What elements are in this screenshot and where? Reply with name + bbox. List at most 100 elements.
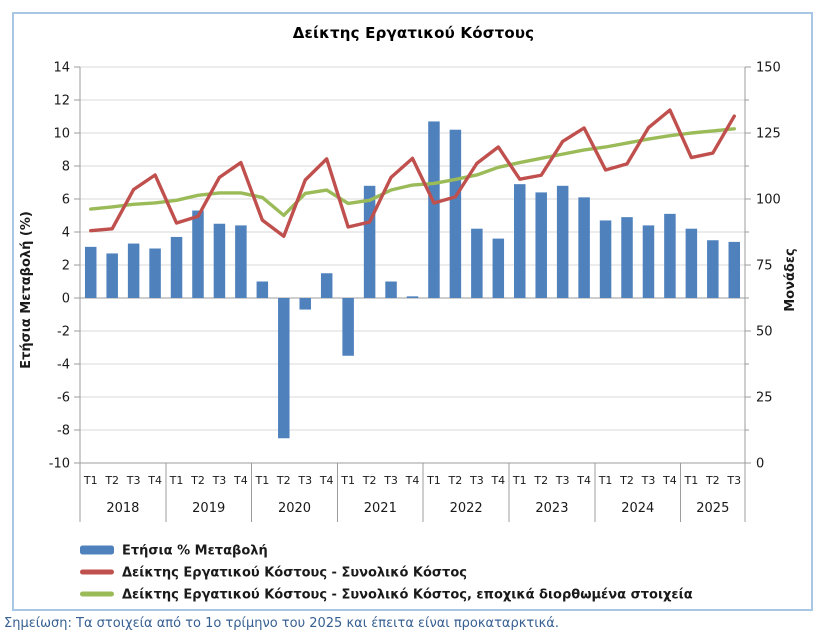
quarter-label: T1 xyxy=(169,474,184,487)
left-tick-label: 14 xyxy=(53,61,70,76)
year-label: 2018 xyxy=(106,501,139,516)
quarter-label: T4 xyxy=(233,474,248,487)
right-tick-label: 0 xyxy=(756,457,764,472)
year-label: 2020 xyxy=(278,501,311,516)
quarter-label: T4 xyxy=(490,474,505,487)
year-label: 2021 xyxy=(364,501,397,516)
line-seasonally-adjusted-path xyxy=(89,127,736,218)
bar xyxy=(363,185,376,298)
year-label: 2019 xyxy=(192,501,225,516)
bar xyxy=(84,246,97,298)
left-tick-label: -6 xyxy=(57,391,70,406)
x-axis-labels: T1 T2 T3 T4 T1 T2 T3 T4 T1 T2 T3 T4 T1 T2 T3 T4 T1 T2 T3 T4… xyxy=(79,463,746,522)
bar xyxy=(556,185,569,298)
quarter-label: T3 xyxy=(212,474,227,487)
quarter-label: T1 xyxy=(340,474,355,487)
quarter-label: T3 xyxy=(726,474,741,487)
bar xyxy=(256,281,269,298)
quarter-label: T1 xyxy=(426,474,441,487)
quarter-label: T2 xyxy=(705,474,720,487)
legend-swatch xyxy=(80,569,114,575)
quarter-label: T1 xyxy=(684,474,699,487)
bar xyxy=(170,236,183,298)
left-tick-label: -2 xyxy=(57,325,70,340)
bar xyxy=(127,243,140,298)
left-tick-label: 6 xyxy=(62,193,70,208)
bars-annual-change xyxy=(84,121,741,439)
left-axis-ticks: -10 -8 -6 -4 -2 0 2 4 6 8 10 12 14 xyxy=(49,61,80,472)
quarter-label: T4 xyxy=(576,474,591,487)
left-axis-title: Ετήσια Μεταβολή (%) xyxy=(19,211,34,369)
legend-label: Δείκτης Εργατικού Κόστους - Συνολικό Κόσ… xyxy=(122,588,693,603)
quarter-label: T1 xyxy=(254,474,269,487)
bar xyxy=(664,213,676,298)
axis-titles: Ετήσια Μεταβολή (%) Μονάδες xyxy=(19,211,798,369)
bar xyxy=(578,197,590,298)
right-tick-label: 125 xyxy=(756,127,781,142)
line-total-cost-path xyxy=(89,108,736,238)
year-label: 2024 xyxy=(621,501,654,516)
bar xyxy=(728,241,741,298)
left-tick-label: 0 xyxy=(62,292,70,307)
bar xyxy=(685,228,698,298)
legend-item-total-cost: Δείκτης Εργατικού Κόστους - Συνολικό Κόσ… xyxy=(80,566,467,581)
left-tick-label: -8 xyxy=(57,424,70,439)
chart-title: Δείκτης Εργατικού Κόστους xyxy=(292,24,535,42)
quarter-label: T1 xyxy=(598,474,613,487)
bar xyxy=(471,228,483,298)
bar xyxy=(621,217,633,298)
bar xyxy=(299,298,311,310)
left-tick-label: 2 xyxy=(62,259,70,274)
line-total-cost xyxy=(89,108,736,238)
quarter-label: T4 xyxy=(147,474,162,487)
left-tick-label: -4 xyxy=(57,358,70,373)
right-axis-ticks: 0 25 50 75 100 125 150 xyxy=(745,61,781,472)
quarter-label: T1 xyxy=(83,474,98,487)
bar xyxy=(342,298,354,356)
bar xyxy=(235,225,247,298)
left-tick-label: 4 xyxy=(62,226,70,241)
bar xyxy=(192,210,204,298)
bar xyxy=(406,296,419,298)
quarter-label: T4 xyxy=(405,474,420,487)
bar xyxy=(428,121,440,298)
gridlines xyxy=(80,66,745,431)
bar xyxy=(642,225,655,298)
bar xyxy=(278,298,290,439)
quarter-label: T3 xyxy=(383,474,398,487)
quarter-label: T2 xyxy=(448,474,463,487)
chart-frame xyxy=(12,12,813,611)
quarter-label: T2 xyxy=(533,474,548,487)
quarter-label: T2 xyxy=(276,474,291,487)
bar xyxy=(707,240,719,298)
left-tick-label: 8 xyxy=(62,160,70,175)
right-tick-label: 25 xyxy=(756,391,773,406)
year-label: 2022 xyxy=(450,501,483,516)
legend-swatch xyxy=(80,591,114,597)
quarter-label: T2 xyxy=(619,474,634,487)
legend-swatch xyxy=(80,545,114,555)
right-tick-label: 100 xyxy=(756,193,781,208)
right-tick-label: 75 xyxy=(756,259,773,274)
legend-item-seasonally-adjusted: Δείκτης Εργατικού Κόστους - Συνολικό Κόσ… xyxy=(80,588,693,603)
quarter-label: T3 xyxy=(469,474,484,487)
quarter-label: T2 xyxy=(190,474,205,487)
quarter-label: T3 xyxy=(641,474,656,487)
bar xyxy=(514,184,526,298)
bar xyxy=(535,192,547,298)
bar xyxy=(385,281,397,298)
bar xyxy=(599,220,612,298)
quarter-label: T3 xyxy=(555,474,570,487)
bar xyxy=(106,253,118,298)
quarter-label: T3 xyxy=(297,474,312,487)
quarter-label: T2 xyxy=(104,474,119,487)
legend-label: Δείκτης Εργατικού Κόστους - Συνολικό Κόσ… xyxy=(122,566,467,581)
footnote: Σημείωση: Τα στοιχεία από το 1ο τρίμηνο … xyxy=(4,616,559,631)
right-axis-title: Μονάδες xyxy=(783,248,798,312)
legend-item-annual-change: Ετήσια % Μεταβολή xyxy=(80,544,268,559)
quarter-label: T3 xyxy=(126,474,141,487)
legend: Ετήσια % Μεταβολή Δείκτης Εργατικού Κόστο… xyxy=(80,544,693,603)
bar xyxy=(149,248,161,298)
